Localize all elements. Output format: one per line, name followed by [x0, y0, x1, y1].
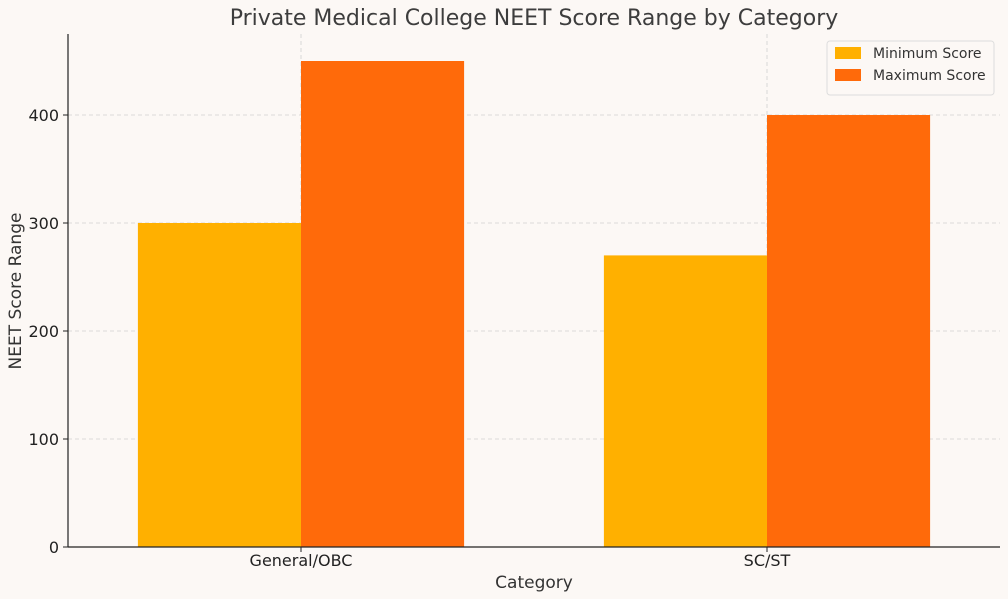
legend-frame [826, 40, 995, 96]
bar-minimum-score-sc-st [603, 255, 767, 547]
x-tick-label: SC/ST [744, 551, 791, 570]
legend-swatch [835, 47, 861, 59]
x-axis-label: Category [495, 573, 573, 593]
x-ticks: General/OBC SC/ST [250, 547, 791, 570]
y-tick-label: 300 [28, 214, 59, 233]
bar-maximum-score-sc-st [767, 115, 931, 547]
y-tick-label: 100 [28, 430, 59, 449]
axes-group [67, 34, 1000, 548]
bars-group [137, 61, 931, 547]
legend: Minimum Score Maximum Score [826, 40, 995, 96]
y-axis-label: NEET Score Range [6, 213, 26, 370]
x-tick-label: General/OBC [250, 551, 353, 570]
legend-swatch [835, 69, 861, 81]
bar-maximum-score-general-obc [301, 61, 465, 547]
y-tick-label: 200 [28, 322, 59, 341]
y-ticks: 0 100 200 300 400 [28, 106, 68, 557]
y-tick-label: 400 [28, 106, 59, 125]
chart-title: Private Medical College NEET Score Range… [230, 6, 839, 31]
bar-minimum-score-general-obc [137, 223, 301, 547]
legend-label: Maximum Score [873, 68, 986, 84]
legend-label: Minimum Score [873, 46, 982, 62]
y-tick-label: 0 [49, 538, 59, 557]
